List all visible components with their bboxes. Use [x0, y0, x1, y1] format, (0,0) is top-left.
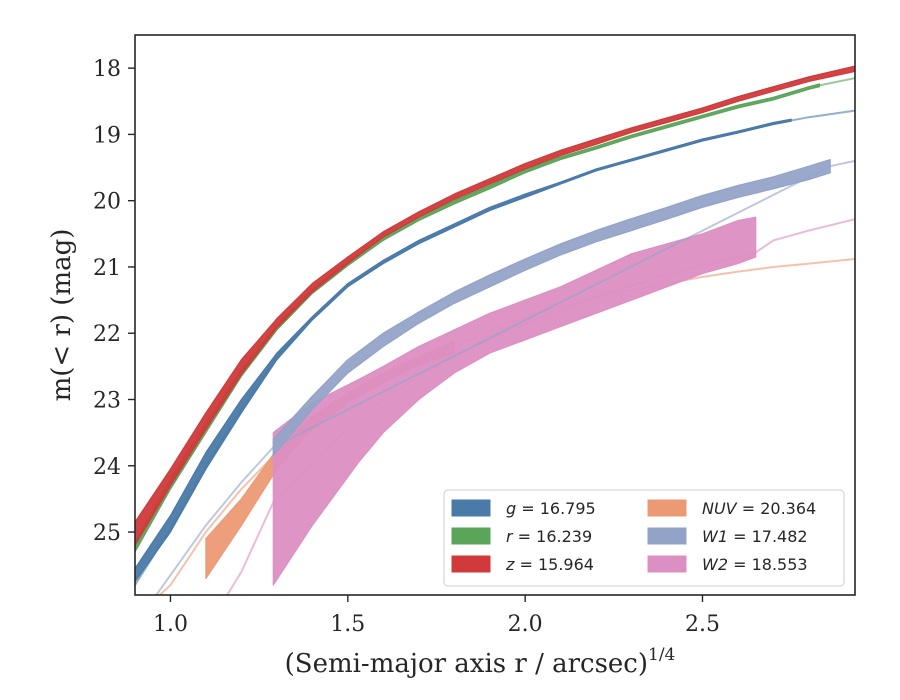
y-tick-label: 18 — [93, 57, 121, 82]
legend-item-r: r = 16.239 — [451, 527, 592, 546]
legend-swatch — [647, 499, 687, 517]
x-tick-label: 1.5 — [330, 612, 365, 637]
legend-swatch — [451, 499, 491, 517]
y-tick-label: 21 — [93, 256, 121, 281]
measured-band-z — [135, 65, 855, 546]
legend-swatch — [451, 555, 491, 573]
model-line-r — [819, 77, 855, 87]
legend-label: g = 16.795 — [506, 499, 596, 518]
legend-frame — [443, 489, 845, 587]
legend-swatch — [647, 555, 687, 573]
y-tick-label: 22 — [93, 322, 121, 347]
x-tick-label: 2.5 — [685, 612, 720, 637]
x-tick-label: 1.0 — [153, 612, 188, 637]
x-axis-label-text: (Semi-major axis r / arcsec) — [285, 649, 648, 679]
legend-swatch — [647, 527, 687, 545]
legend-item-g: g = 16.795 — [451, 499, 596, 518]
legend-label: W2 = 18.553 — [702, 555, 808, 574]
y-tick-label: 23 — [93, 388, 121, 413]
legend-label: z = 15.964 — [505, 555, 594, 574]
legend-item-nuv: NUV = 20.364 — [647, 499, 816, 518]
x-axis-label: (Semi-major axis r / arcsec)1/4 — [285, 645, 676, 679]
series-z — [135, 65, 855, 546]
y-tick-label: 25 — [93, 521, 121, 546]
y-axis-label: m(< r) (mag) — [47, 229, 77, 402]
legend: g = 16.795 r = 16.239 z = 15.964 NUV = 20.3… — [443, 489, 845, 587]
legend-item-w1: W1 = 17.482 — [647, 527, 808, 546]
legend-swatch — [451, 527, 491, 545]
measured-band-w1 — [272, 159, 831, 457]
legend-label: W1 = 17.482 — [702, 527, 808, 546]
x-axis-label-exponent: 1/4 — [648, 645, 675, 665]
series-layer — [135, 65, 855, 595]
y-tick-label: 20 — [93, 190, 121, 215]
tick-layer: 1.0 1.5 2.0 2.5 18 19 20 21 22 23 24 25 — [93, 57, 720, 637]
series-w1 — [155, 159, 855, 595]
legend-item-w2: W2 = 18.553 — [647, 555, 808, 574]
measured-band-w2 — [272, 216, 757, 586]
series-w2 — [226, 216, 855, 595]
measured-band-g — [135, 118, 792, 583]
plot-frame — [134, 34, 856, 596]
x-tick-label: 2.0 — [508, 612, 543, 637]
legend-item-z: z = 15.964 — [451, 555, 594, 574]
series-g — [135, 109, 855, 586]
legend-label: NUV = 20.364 — [702, 499, 816, 518]
legend-label: r = 16.239 — [506, 527, 592, 546]
y-tick-label: 24 — [93, 455, 121, 480]
y-tick-label: 19 — [93, 123, 121, 148]
